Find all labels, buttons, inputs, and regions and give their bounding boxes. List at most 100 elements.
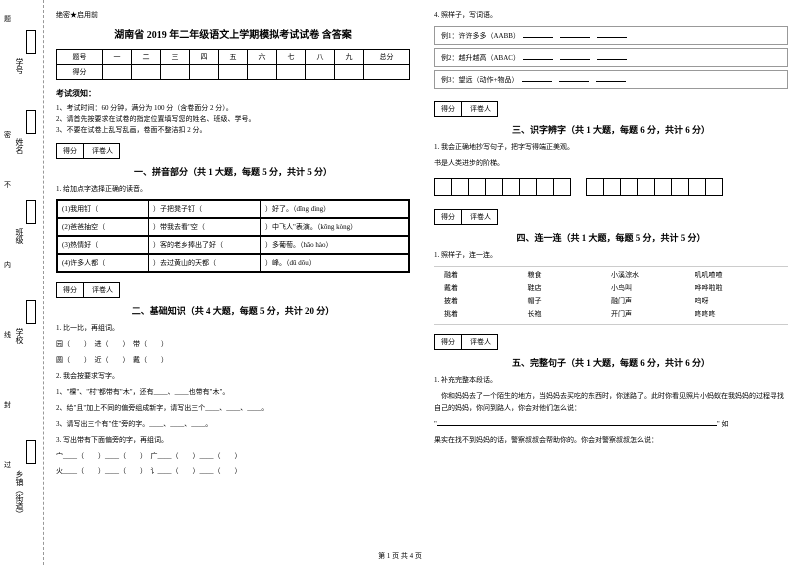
content-area: 绝密★启用前 湖南省 2019 年二年级语文上学期模拟考试试卷 含答案 题号 一… <box>44 0 800 565</box>
margin-box-2 <box>26 110 36 134</box>
page-footer: 第 1 页 共 4 页 <box>0 551 800 561</box>
td: 得分 <box>57 65 103 80</box>
match-col-4: 叽叽喳喳哗哗啦啦呜呀咚咚咚 <box>695 269 779 322</box>
item: 叽叽喳喳 <box>695 269 779 282</box>
grid-1[interactable] <box>434 178 570 196</box>
match-col-1: 融着戴着披着挑着 <box>444 269 528 322</box>
th: 总分 <box>363 50 409 65</box>
binding-margin: 学号 姓名 班级 学校 乡镇（街道） 题 密 不 内 线 封 过 <box>0 0 44 565</box>
th: 题号 <box>57 50 103 65</box>
ex-text: 例2：越升越高（ABAC） <box>441 54 516 62</box>
margin-label-2: 姓名 <box>14 138 25 154</box>
td[interactable] <box>276 65 305 80</box>
grader-label: 评卷人 <box>86 144 119 158</box>
score-label: 得分 <box>57 283 84 297</box>
td[interactable] <box>363 65 409 80</box>
c: (1)我用钉（ <box>58 201 149 217</box>
margin-box-4 <box>26 300 36 324</box>
pinyin-row: (4)许多人都（）去过黄山的天都（）峰。（dū dōu） <box>57 254 409 272</box>
item: 长袍 <box>528 308 612 321</box>
c: (2)爸爸抽空（ <box>58 219 149 235</box>
td[interactable] <box>189 65 218 80</box>
th: 四 <box>189 50 218 65</box>
td[interactable] <box>160 65 189 80</box>
td[interactable] <box>247 65 276 80</box>
q2-3-line: 火____（ ）____（ ） 讠____（ ）____（ ） <box>56 466 410 478</box>
item: 融门声 <box>611 295 695 308</box>
blank[interactable] <box>596 74 626 82</box>
margin-label-5: 乡镇（街道） <box>14 470 25 518</box>
example-2: 例2：越升越高（ABAC） <box>434 48 788 67</box>
q5-1: 1. 补充完整本段话。 <box>434 375 788 387</box>
notice-line: 3、不要在试卷上乱写乱画，卷面不整洁扣 2 分。 <box>56 125 410 136</box>
margin-label-1: 学号 <box>14 58 25 74</box>
grader-label: 评卷人 <box>464 102 497 116</box>
match-col-2: 粮食鞋店帽子长袍 <box>528 269 612 322</box>
blank[interactable] <box>523 52 553 60</box>
blank[interactable] <box>523 30 553 38</box>
notice-line: 2、请首先按要求在试卷的指定位置填写您的姓名、班级、学号。 <box>56 114 410 125</box>
q2-1-line: 圆（ ） 近（ ） 戴（ ） <box>56 355 410 367</box>
score-box-3: 得分 评卷人 <box>434 101 498 117</box>
grader-label: 评卷人 <box>86 283 119 297</box>
score-label: 得分 <box>435 102 462 116</box>
th: 五 <box>218 50 247 65</box>
writing-grids <box>434 174 788 200</box>
margin-box-3 <box>26 200 36 224</box>
grid-2[interactable] <box>586 178 722 196</box>
item: 融着 <box>444 269 528 282</box>
c: ）客的老乡捧出了好（ <box>149 237 261 253</box>
margin-box-1 <box>26 30 36 54</box>
example-3: 例3：望远（动作+物品） <box>434 70 788 89</box>
c: ）子把凳子钉（ <box>149 201 261 217</box>
quote-end: " 如 <box>717 420 729 428</box>
td[interactable] <box>131 65 160 80</box>
ex-text: 例1：许许多多（AABB） <box>441 32 516 40</box>
hint-6: 封 <box>4 400 11 410</box>
item: 挑着 <box>444 308 528 321</box>
pinyin-row: (2)爸爸抽空（）带我去看"空（）中飞人"表演。（kōng kòng） <box>57 218 409 236</box>
item: 帽子 <box>528 295 612 308</box>
exam-page: 学号 姓名 班级 学校 乡镇（街道） 题 密 不 内 线 封 过 绝密★启用前 … <box>0 0 800 565</box>
notice-line: 1、考试时间：60 分钟，满分为 100 分（含卷面分 2 分）。 <box>56 103 410 114</box>
score-box-4: 得分 评卷人 <box>434 209 498 225</box>
td[interactable] <box>305 65 334 80</box>
hint-2: 密 <box>4 130 11 140</box>
ex-text: 例3：望远（动作+物品） <box>441 76 515 84</box>
c: (4)许多人都（ <box>58 255 149 271</box>
blank[interactable] <box>597 52 627 60</box>
blank-long[interactable] <box>437 418 717 426</box>
q2-3-line: 宀____（ ）____（ ） 广____（ ）____（ ） <box>56 451 410 463</box>
q5-text1: 你和妈妈去了一个陌生的地方，当妈妈去买吃的东西时，你迷路了。此时你看见照片小蚂蚁… <box>434 391 788 415</box>
matching-table[interactable]: 融着戴着披着挑着 粮食鞋店帽子长袍 小溪淙水小鸟叫融门声开门声 叽叽喳喳哗哗啦啦… <box>434 266 788 325</box>
grader-label: 评卷人 <box>464 335 497 349</box>
td[interactable] <box>334 65 363 80</box>
td[interactable] <box>102 65 131 80</box>
blank[interactable] <box>522 74 552 82</box>
score-table: 题号 一 二 三 四 五 六 七 八 九 总分 得分 <box>56 49 410 80</box>
score-header-row: 题号 一 二 三 四 五 六 七 八 九 总分 <box>57 50 410 65</box>
score-value-row: 得分 <box>57 65 410 80</box>
th: 六 <box>247 50 276 65</box>
blank[interactable] <box>560 30 590 38</box>
th: 七 <box>276 50 305 65</box>
c: (3)热情好（ <box>58 237 149 253</box>
q2-1: 1. 比一比，再组词。 <box>56 323 410 335</box>
item: 披着 <box>444 295 528 308</box>
hint-3: 不 <box>4 180 11 190</box>
blank[interactable] <box>560 52 590 60</box>
item: 哗哗啦啦 <box>695 282 779 295</box>
hint-5: 线 <box>4 330 11 340</box>
score-label: 得分 <box>435 210 462 224</box>
secret-label: 绝密★启用前 <box>56 10 410 20</box>
q4-1: 1. 照样子，连一连。 <box>434 250 788 262</box>
section-2-title: 二、基础知识（共 4 大题，每题 5 分，共计 20 分） <box>56 304 410 317</box>
section-4-title: 四、连一连（共 1 大题，每题 5 分，共计 5 分） <box>434 231 788 244</box>
q5-text2: 果实在找不到妈妈的话，警察叔叔会帮助你的。你会对警察叔叔怎么说： <box>434 435 788 447</box>
q1-1: 1. 给加点字选择正确的读音。 <box>56 184 410 196</box>
td[interactable] <box>218 65 247 80</box>
blank[interactable] <box>597 30 627 38</box>
blank[interactable] <box>559 74 589 82</box>
th: 三 <box>160 50 189 65</box>
answer-line[interactable]: "" 如 <box>434 418 788 431</box>
